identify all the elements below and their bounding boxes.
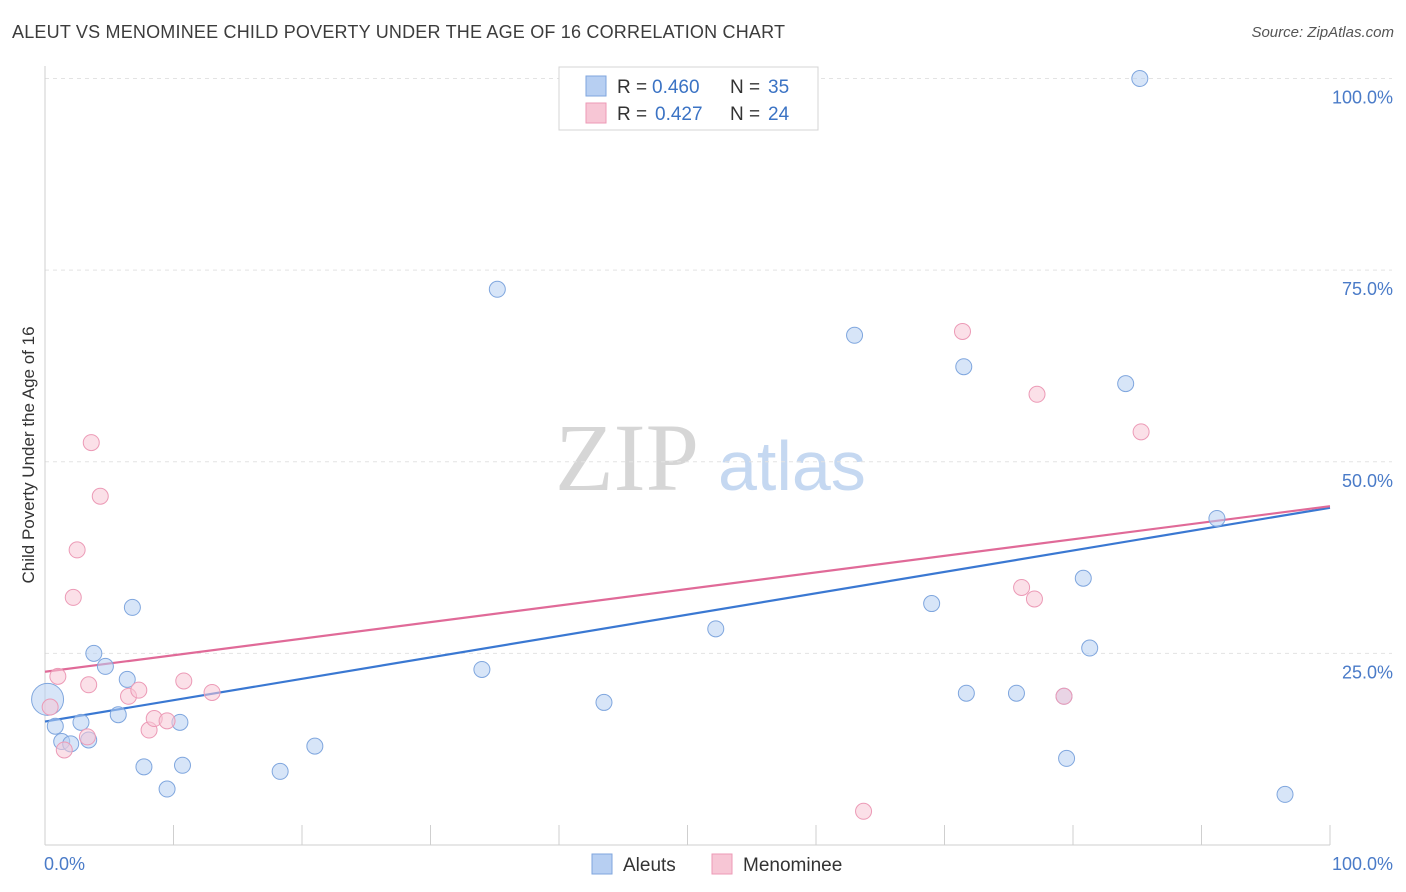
y-tick-label-75: 75.0% xyxy=(1342,279,1393,299)
legend-r-label-2: R = xyxy=(617,104,647,125)
bottom-legend-menominee: Menominee xyxy=(743,855,842,876)
legend-n-label-2: N = xyxy=(730,104,760,125)
legend-menominee-swatch xyxy=(585,102,607,124)
legend-n-label-1: N = xyxy=(730,77,760,98)
aleuts-point-9 xyxy=(118,670,136,688)
aleuts-point-16 xyxy=(306,737,324,755)
legend-n-value-2: 24 xyxy=(768,104,790,125)
aleuts-point-23 xyxy=(955,358,973,376)
legend-n-value-1: 35 xyxy=(768,77,789,98)
tick-labels: 25.0% 50.0% 75.0% 100.0% 0.0% 100.0% xyxy=(44,88,1393,875)
menominee-point-5 xyxy=(78,728,96,746)
aleuts-point-14 xyxy=(173,756,191,774)
legend-r-value-2: 0.427 xyxy=(655,104,703,125)
data-points xyxy=(31,70,1294,820)
aleuts-point-28 xyxy=(1074,569,1092,587)
y-tick-label-50: 50.0% xyxy=(1342,471,1393,491)
x-tick-label-max: 100.0% xyxy=(1332,854,1393,874)
legend-aleuts-swatch xyxy=(585,75,607,97)
aleuts-point-19 xyxy=(595,693,613,711)
menominee-point-14 xyxy=(175,672,193,690)
watermark-atlas: atlas xyxy=(718,427,866,505)
aleuts-point-4 xyxy=(72,713,90,731)
correlation-legend: R = 0.460 N = 35 R = 0.427 N = 24 xyxy=(558,66,819,131)
menominee-point-2 xyxy=(55,741,73,759)
aleuts-point-31 xyxy=(1131,70,1149,87)
y-axis-label: Child Poverty Under the Age of 16 xyxy=(19,326,38,583)
menominee-point-3 xyxy=(64,588,82,606)
aleuts-point-12 xyxy=(158,780,176,798)
menominee-point-20 xyxy=(1028,385,1046,403)
menominee-point-8 xyxy=(91,487,109,505)
menominee-point-10 xyxy=(130,681,148,699)
aleuts-trend-line xyxy=(44,506,1331,723)
aleuts-point-22 xyxy=(923,595,941,613)
aleuts-point-25 xyxy=(1007,684,1025,702)
aleuts-point-18 xyxy=(488,280,506,298)
chart-title: ALEUT VS MENOMINEE CHILD POVERTY UNDER T… xyxy=(12,22,786,42)
aleuts-point-8 xyxy=(109,706,127,724)
aleuts-point-21 xyxy=(846,326,864,344)
aleuts-point-15 xyxy=(271,762,289,780)
aleuts-point-7 xyxy=(96,657,114,675)
bottom-legend-aleuts-swatch xyxy=(591,853,613,875)
aleuts-point-20 xyxy=(707,620,725,638)
menominee-point-21 xyxy=(1055,687,1073,705)
aleuts-point-32 xyxy=(1208,509,1226,527)
aleuts-point-17 xyxy=(473,660,491,678)
legend-r-label-1: R = xyxy=(617,77,647,98)
watermark-zip: ZIP xyxy=(555,404,699,511)
menominee-point-4 xyxy=(68,541,86,559)
menominee-point-6 xyxy=(80,676,98,694)
menominee-point-18 xyxy=(1013,578,1031,596)
menominee-point-17 xyxy=(953,322,971,340)
aleuts-point-24 xyxy=(957,684,975,702)
series-legend: Aleuts Menominee xyxy=(591,853,842,876)
axes xyxy=(44,66,1331,846)
menominee-point-16 xyxy=(855,802,873,820)
aleuts-point-10 xyxy=(123,598,141,616)
aleuts-point-27 xyxy=(1058,749,1076,767)
trend-lines xyxy=(44,505,1331,723)
menominee-trend-line xyxy=(44,505,1331,673)
y-tick-label-100: 100.0% xyxy=(1332,88,1393,108)
menominee-point-15 xyxy=(203,683,221,701)
aleuts-point-29 xyxy=(1081,639,1099,657)
menominee-point-1 xyxy=(49,667,67,685)
aleuts-point-11 xyxy=(135,758,153,776)
aleuts-point-33 xyxy=(1276,785,1294,803)
source-label: Source: ZipAtlas.com xyxy=(1251,24,1394,41)
grid xyxy=(45,78,1392,654)
bottom-legend-aleuts: Aleuts xyxy=(623,855,676,876)
menominee-point-0 xyxy=(41,698,59,716)
menominee-point-7 xyxy=(82,434,100,452)
menominee-point-19 xyxy=(1025,590,1043,608)
bottom-legend-menominee-swatch xyxy=(711,853,733,875)
y-tick-label-25: 25.0% xyxy=(1342,662,1393,682)
menominee-point-13 xyxy=(158,712,176,730)
aleuts-point-6 xyxy=(85,644,103,662)
aleuts-point-30 xyxy=(1117,375,1135,393)
menominee-point-22 xyxy=(1132,423,1150,441)
x-tick-label-min: 0.0% xyxy=(44,854,85,874)
aleuts-point-1 xyxy=(46,717,64,735)
legend-r-value-1: 0.460 xyxy=(652,77,700,98)
